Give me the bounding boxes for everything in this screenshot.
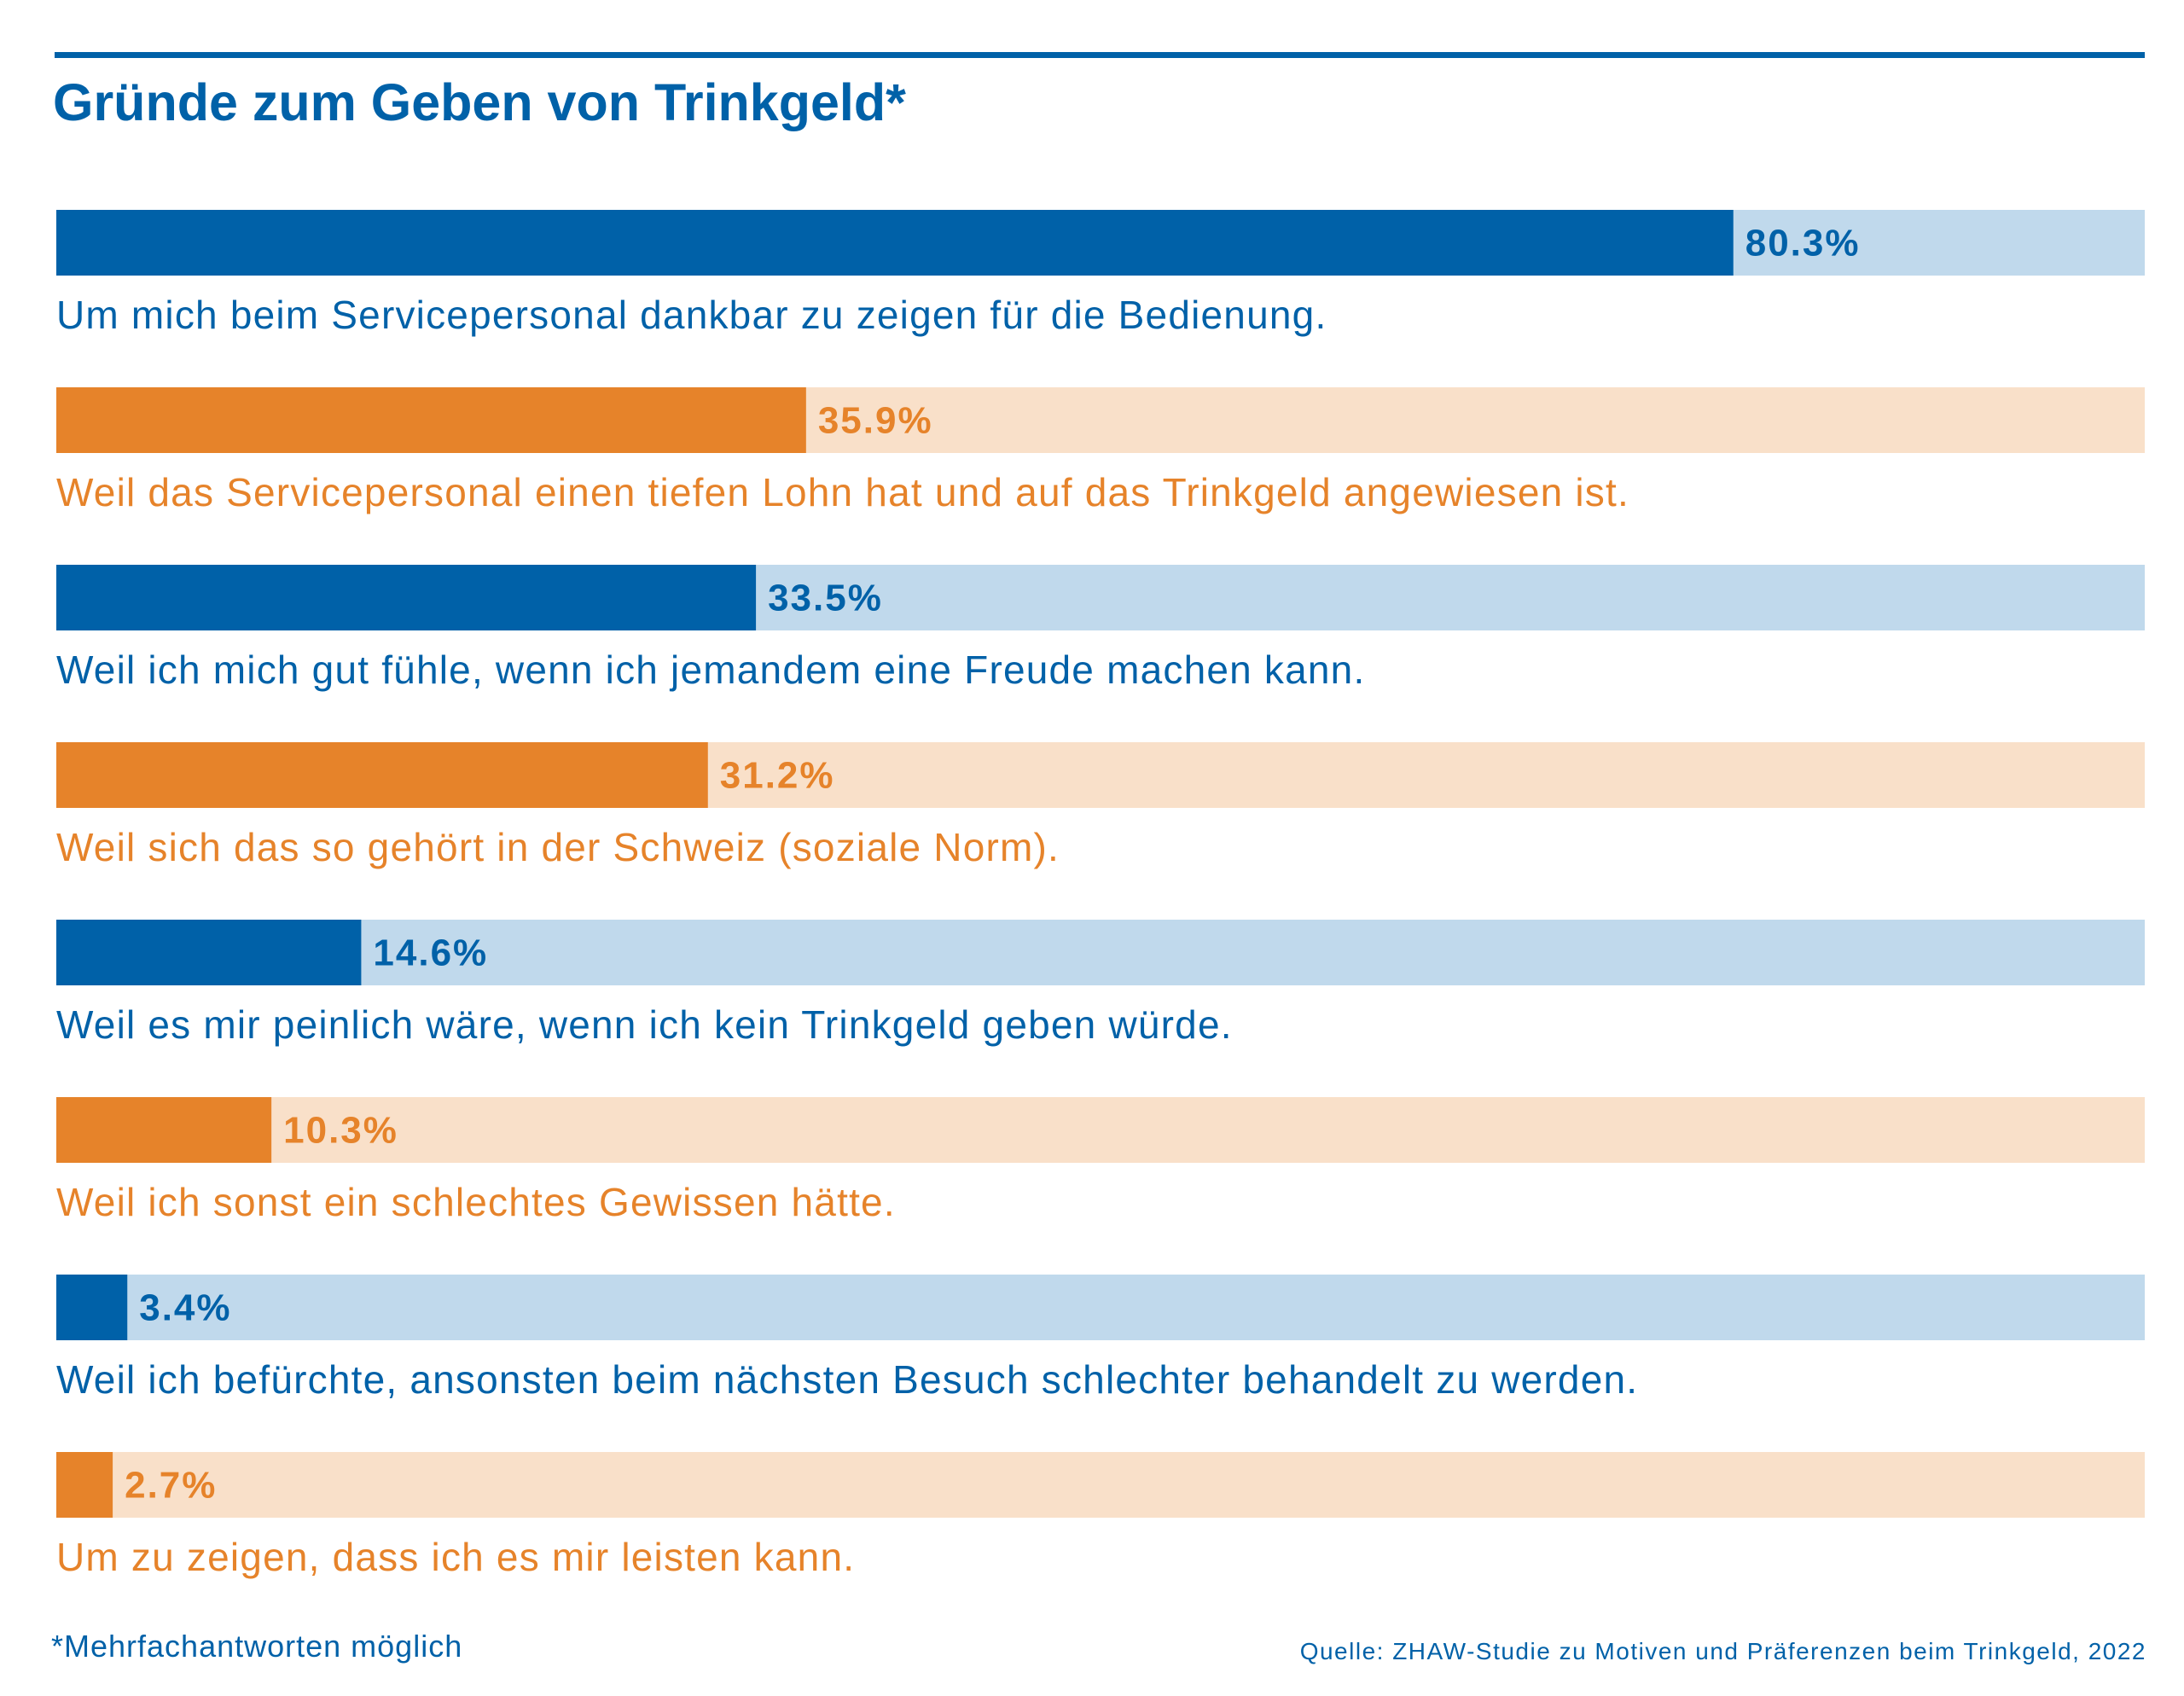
bar-group-8: 2.7% Um zu zeigen, dass ich es mir leiste…	[56, 1452, 2145, 1579]
bar-group-2: 35.9% Weil das Servicepersonal einen tief…	[56, 387, 2145, 514]
bar-2	[56, 387, 806, 453]
category-label-4: Weil sich das so gehört in der Schweiz (…	[56, 825, 1060, 869]
category-label-8: Um zu zeigen, dass ich es mir leisten ka…	[56, 1535, 855, 1579]
bar-track-6	[56, 1097, 2145, 1163]
category-label-3: Weil ich mich gut fühle, wenn ich jemand…	[56, 648, 1365, 692]
bar-5	[56, 920, 362, 985]
bar-group-1: 80.3% Um mich beim Servicepersonal dankba…	[56, 210, 2145, 337]
category-label-2: Weil das Servicepersonal einen tiefen Lo…	[56, 470, 1629, 514]
bar-6	[56, 1097, 272, 1163]
value-label-4: 31.2%	[720, 755, 835, 797]
category-label-5: Weil es mir peinlich wäre, wenn ich kein…	[56, 1002, 1233, 1047]
top-rule	[55, 52, 2145, 58]
bar-track-8	[56, 1452, 2145, 1518]
value-label-8: 2.7%	[125, 1465, 217, 1507]
value-label-3: 33.5%	[768, 578, 883, 619]
category-label-1: Um mich beim Servicepersonal dankbar zu …	[56, 293, 1327, 337]
bar-1	[56, 210, 1734, 276]
value-label-2: 35.9%	[818, 400, 933, 442]
bar-group-7: 3.4% Weil ich befürchte, ansonsten beim n…	[56, 1275, 2145, 1402]
bar-3	[56, 565, 757, 630]
bar-group-3: 33.5% Weil ich mich gut fühle, wenn ich j…	[56, 565, 2145, 692]
bar-group-4: 31.2% Weil sich das so gehört in der Schw…	[56, 742, 2145, 869]
footnote: *Mehrfachantworten möglich	[51, 1629, 463, 1664]
bar-track-7	[56, 1275, 2145, 1340]
source-note: Quelle: ZHAW-Studie zu Motiven und Präfe…	[1299, 1638, 2146, 1664]
value-label-1: 80.3%	[1745, 223, 1861, 264]
bar-group-5: 14.6% Weil es mir peinlich wäre, wenn ich…	[56, 920, 2145, 1047]
category-label-6: Weil ich sonst ein schlechtes Gewissen h…	[56, 1180, 896, 1224]
bar-7	[56, 1275, 128, 1340]
value-label-5: 14.6%	[373, 932, 488, 974]
bar-track-5	[56, 920, 2145, 985]
value-label-6: 10.3%	[283, 1110, 398, 1152]
category-label-7: Weil ich befürchte, ansonsten beim nächs…	[56, 1357, 1638, 1402]
bar-4	[56, 742, 708, 808]
chart-title: Gründe zum Geben von Trinkgeld*	[53, 73, 906, 131]
bar-group-6: 10.3% Weil ich sonst ein schlechtes Gewis…	[56, 1097, 2145, 1224]
bar-8	[56, 1452, 113, 1518]
value-label-7: 3.4%	[139, 1287, 231, 1329]
